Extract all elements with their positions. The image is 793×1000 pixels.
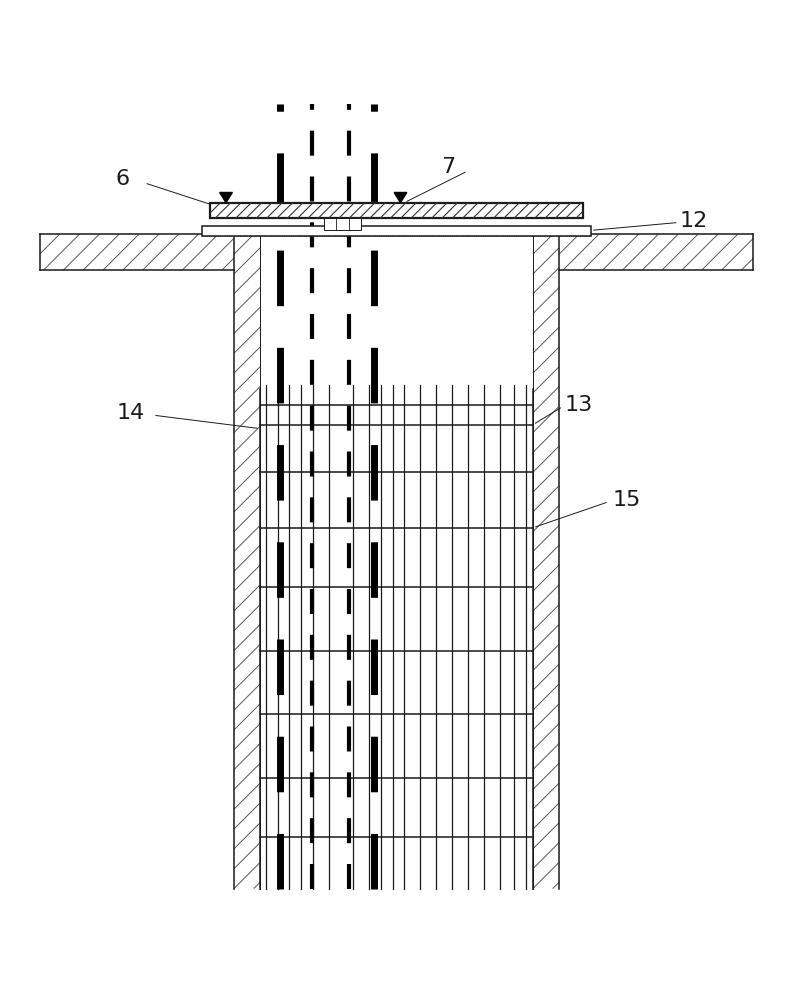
Bar — [324, 218, 361, 230]
Polygon shape — [394, 192, 407, 203]
Text: 15: 15 — [612, 490, 641, 510]
Text: 14: 14 — [117, 403, 145, 423]
Bar — [210, 203, 583, 218]
Polygon shape — [220, 192, 232, 203]
Bar — [202, 226, 591, 236]
Text: 13: 13 — [565, 395, 593, 415]
Text: 7: 7 — [441, 157, 455, 177]
Text: 6: 6 — [116, 169, 130, 189]
Text: 12: 12 — [680, 211, 708, 231]
